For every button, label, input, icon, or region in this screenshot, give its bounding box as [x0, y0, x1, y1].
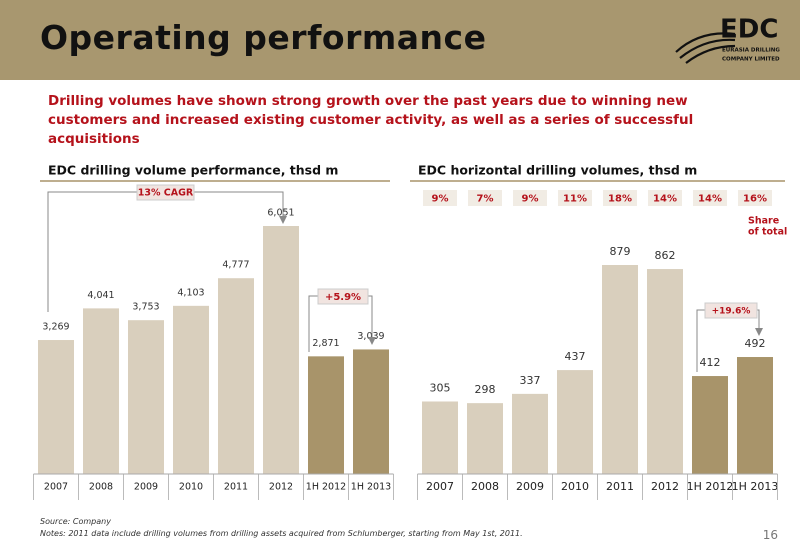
value-label: 879: [610, 245, 631, 258]
logo-subtext: COMPANY LIMITED: [722, 57, 780, 63]
value-label: 298: [475, 383, 496, 396]
lead-text: Drilling volumes have shown strong growt…: [48, 93, 694, 147]
value-label: 4,777: [222, 260, 249, 271]
annotation-box: [704, 302, 758, 319]
x-tick-label: 2010: [179, 482, 203, 493]
value-label: 492: [745, 337, 766, 350]
share-label: 18%: [608, 194, 632, 205]
bar: [467, 403, 503, 474]
bar: [218, 278, 254, 474]
logo-text: EDC: [720, 15, 778, 45]
share-box: [738, 190, 772, 206]
value-label: 337: [520, 374, 541, 387]
bar: [263, 226, 299, 474]
bar: [602, 265, 638, 474]
source-note: Source: Company: [40, 517, 111, 526]
bar: [173, 305, 209, 474]
x-tick-label: 2011: [606, 480, 634, 493]
share-title: Share: [748, 216, 779, 227]
bar: [692, 376, 728, 474]
value-label: 412: [700, 356, 721, 369]
bar: [83, 308, 119, 474]
share-label: 11%: [563, 194, 587, 205]
value-label: 6,051: [267, 208, 294, 219]
arrow-head: [279, 216, 287, 224]
logo: EDC EURASIA DRILLING COMPANY LIMITED: [675, 15, 780, 64]
bar: [353, 349, 389, 474]
page-number: 16: [762, 528, 778, 542]
annotation-box: [136, 184, 195, 201]
value-label: 862: [655, 249, 676, 262]
value-label: 4,041: [87, 290, 114, 301]
x-tick-label: 2012: [269, 482, 293, 493]
x-tick-label: 2009: [516, 480, 544, 493]
notes: Notes: 2011 data include drilling volume…: [40, 529, 523, 538]
slide-title: Operating performance: [40, 18, 487, 57]
x-tick-label: 2008: [89, 482, 113, 493]
share-box: [558, 190, 592, 206]
header-band: [0, 0, 800, 80]
share-label: 7%: [477, 194, 494, 205]
bar: [128, 320, 164, 474]
x-tick-label: 1H 2012: [306, 482, 346, 493]
annotation-box: [317, 288, 369, 305]
share-label: 14%: [653, 194, 677, 205]
value-label: 3,269: [42, 322, 69, 333]
bar: [557, 370, 593, 474]
x-tick-label: 2010: [561, 480, 589, 493]
x-tick-label: 2007: [426, 480, 454, 493]
annotation: +19.6%: [712, 307, 751, 317]
share-label: 16%: [743, 194, 767, 205]
bar: [422, 401, 458, 474]
annotation: 13% CAGR: [138, 188, 194, 199]
share-box: [693, 190, 727, 206]
value-label: 2,871: [312, 338, 339, 349]
x-tick-label: 2007: [44, 482, 68, 493]
share-box: [603, 190, 637, 206]
x-tick-label: 1H 2013: [351, 482, 391, 493]
value-label: 3,039: [357, 331, 384, 342]
value-label: 305: [430, 381, 451, 394]
share-box: [513, 190, 547, 206]
share-box: [423, 190, 457, 206]
share-label: 9%: [432, 194, 449, 205]
chart-title: EDC horizontal drilling volumes, thsd m: [418, 163, 697, 178]
bar: [308, 356, 344, 474]
chart-title: EDC drilling volume performance, thsd m: [48, 163, 338, 178]
annotation: +5.9%: [325, 292, 361, 303]
x-tick-label: 2008: [471, 480, 499, 493]
share-box: [468, 190, 502, 206]
arrow-head: [368, 337, 376, 345]
x-tick-label: 1H 2013: [732, 480, 779, 493]
bar: [737, 357, 773, 474]
bar: [38, 340, 74, 474]
bar: [512, 393, 548, 474]
share-box: [648, 190, 682, 206]
x-tick-label: 2011: [224, 482, 248, 493]
share-label: 14%: [698, 194, 722, 205]
logo-subtext: EURASIA DRILLING: [722, 48, 780, 54]
x-tick-label: 2012: [651, 480, 679, 493]
bar: [647, 269, 683, 474]
value-label: 3,753: [132, 302, 159, 313]
value-label: 437: [565, 350, 586, 363]
x-tick-label: 2009: [134, 482, 158, 493]
share-label: 9%: [522, 194, 539, 205]
arrow-head: [755, 328, 763, 336]
value-label: 4,103: [177, 287, 204, 298]
x-tick-label: 1H 2012: [687, 480, 734, 493]
share-title: of total: [748, 227, 787, 238]
